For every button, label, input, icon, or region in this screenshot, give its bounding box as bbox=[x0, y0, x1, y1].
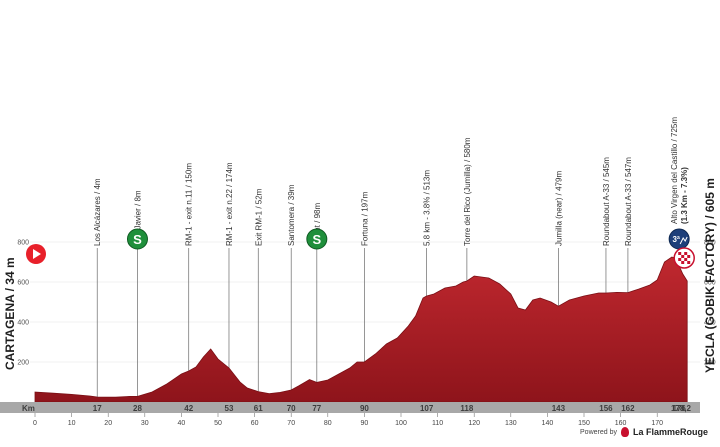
y-axis-ticks: 200 200 400 400 600 600 800 800 bbox=[17, 240, 715, 367]
km-mark-label: 162 bbox=[621, 404, 635, 413]
km-band-bar bbox=[0, 402, 700, 413]
y-tick-label: 800 bbox=[704, 240, 716, 247]
x-tick-label: 30 bbox=[141, 420, 149, 427]
flag-square bbox=[684, 258, 688, 261]
km-band: Km bbox=[0, 402, 700, 413]
km-mark-label: 42 bbox=[184, 404, 193, 413]
x-tick-label: 40 bbox=[178, 420, 186, 427]
km-mark-label: 70 bbox=[287, 404, 296, 413]
powered-by-text: Powered by bbox=[580, 428, 617, 436]
waypoint-label: San Javier / 8m bbox=[133, 190, 142, 246]
play-icon bbox=[33, 249, 41, 259]
brand-name: La FlammeRouge bbox=[632, 427, 708, 437]
finish-location-label: YECLA (GOBIK FACTORY) / 605 m bbox=[703, 178, 717, 373]
markers: S S 3ª bbox=[26, 228, 695, 269]
x-tick-label: 160 bbox=[615, 420, 627, 427]
y-tick-label: 600 bbox=[17, 280, 29, 287]
waypoint-label: Los Alcázares / 4m bbox=[93, 178, 102, 246]
y-tick-label: 200 bbox=[704, 360, 716, 367]
y-tick-label: 600 bbox=[704, 280, 716, 287]
km-marks: 17 28 42 53 61 70 77 90 107 118 143 156 162 176 bbox=[93, 404, 687, 413]
waypoint-label: Fortuna / 197m bbox=[360, 191, 369, 246]
x-tick-label: 130 bbox=[505, 420, 517, 427]
waypoint-labels: Los Alcázares / 4m San Javier / 8m RM-1 - … bbox=[93, 117, 689, 246]
waypoint-label: Alto Virgen del Castillo / 725m bbox=[670, 117, 679, 224]
start-location-label: CARTAGENA / 34 m bbox=[3, 257, 17, 370]
km-mark-label: 107 bbox=[420, 404, 434, 413]
km-mark-label: 176 bbox=[672, 404, 686, 413]
x-tick-label: 10 bbox=[68, 420, 76, 427]
y-tick-label: 800 bbox=[17, 240, 29, 247]
flag-square bbox=[681, 261, 685, 264]
sprint-icon-letter: S bbox=[312, 232, 321, 247]
mountain-peak-glyph bbox=[679, 236, 688, 245]
km-mark-label: 143 bbox=[552, 404, 566, 413]
waypoint-label: Roundabout A-33 / 545m bbox=[602, 157, 611, 246]
km-axis-label: Km bbox=[22, 404, 35, 413]
x-tick-label: 70 bbox=[287, 420, 295, 427]
waypoint-label: Sprint / 98m bbox=[313, 203, 322, 246]
y-tick-label: 400 bbox=[704, 320, 716, 327]
sprint-icon-letter: S bbox=[133, 232, 142, 247]
x-tick-label: 110 bbox=[432, 420, 443, 427]
sprint-icon bbox=[126, 228, 148, 250]
km-mark-label: 61 bbox=[254, 404, 263, 413]
waypoint-lines bbox=[96, 248, 680, 397]
flame-icon bbox=[620, 427, 629, 437]
x-tick-label: 20 bbox=[104, 420, 112, 427]
waypoint-label: RM-1 - exit n.11 / 150m bbox=[185, 163, 194, 246]
x-tick-label: 90 bbox=[361, 420, 369, 427]
waypoint-label: Exit RM-1 / 52m bbox=[254, 188, 263, 246]
sprint-icon bbox=[306, 228, 328, 250]
mountain-category-label: 3ª bbox=[672, 235, 679, 244]
flag-square bbox=[678, 252, 682, 255]
flag-square bbox=[684, 252, 688, 255]
x-tick-label: 0 bbox=[33, 420, 37, 427]
waypoint-label: Jumilla (near) / 479m bbox=[554, 171, 563, 246]
flag-square bbox=[687, 261, 691, 264]
x-tick-label: 150 bbox=[578, 420, 590, 427]
footer: Powered by La FlammeRouge bbox=[580, 427, 708, 437]
km-mark-label: 90 bbox=[360, 404, 369, 413]
flag-square bbox=[681, 255, 685, 258]
x-axis-ticks: 0 10 20 30 40 50 60 70 80 90 100 110 120 130 140 150 160… bbox=[33, 413, 663, 427]
waypoint-sublabel: (1.3 Km - 7.3%) bbox=[680, 167, 689, 224]
waypoint-label: Torre del Rico (Jumilla) / 580m bbox=[463, 137, 472, 246]
x-tick-label: 100 bbox=[395, 420, 407, 427]
km-mark-label: 28 bbox=[133, 404, 142, 413]
flag-square bbox=[678, 258, 682, 261]
km-mark-label: 156 bbox=[599, 404, 613, 413]
finish-flag-icon bbox=[678, 252, 691, 264]
elevation-area bbox=[34, 256, 688, 403]
y-tick-label: 200 bbox=[17, 360, 29, 367]
waypoint-label: Roundabout A-33 / 547m bbox=[624, 157, 633, 246]
km-mark-label: 53 bbox=[225, 404, 234, 413]
waypoint-label: 5.8 km - 3.8% / 513m bbox=[423, 170, 432, 246]
waypoint-label: RM-1 - exit n.22 / 174m bbox=[225, 162, 234, 246]
flag-square bbox=[687, 255, 691, 258]
total-distance: 178,2 bbox=[671, 404, 692, 413]
km-mark-label: 118 bbox=[460, 404, 473, 413]
x-tick-label: 60 bbox=[251, 420, 259, 427]
x-tick-label: 80 bbox=[324, 420, 332, 427]
km-mark-label: 17 bbox=[93, 404, 102, 413]
waypoint-label: Santomera / 39m bbox=[287, 184, 296, 246]
x-tick-label: 170 bbox=[651, 420, 663, 427]
km-mark-label: 77 bbox=[312, 404, 321, 413]
x-tick-label: 50 bbox=[214, 420, 222, 427]
x-tick-label: 140 bbox=[542, 420, 554, 427]
x-tick-label: 120 bbox=[468, 420, 480, 427]
y-tick-label: 400 bbox=[17, 320, 29, 327]
